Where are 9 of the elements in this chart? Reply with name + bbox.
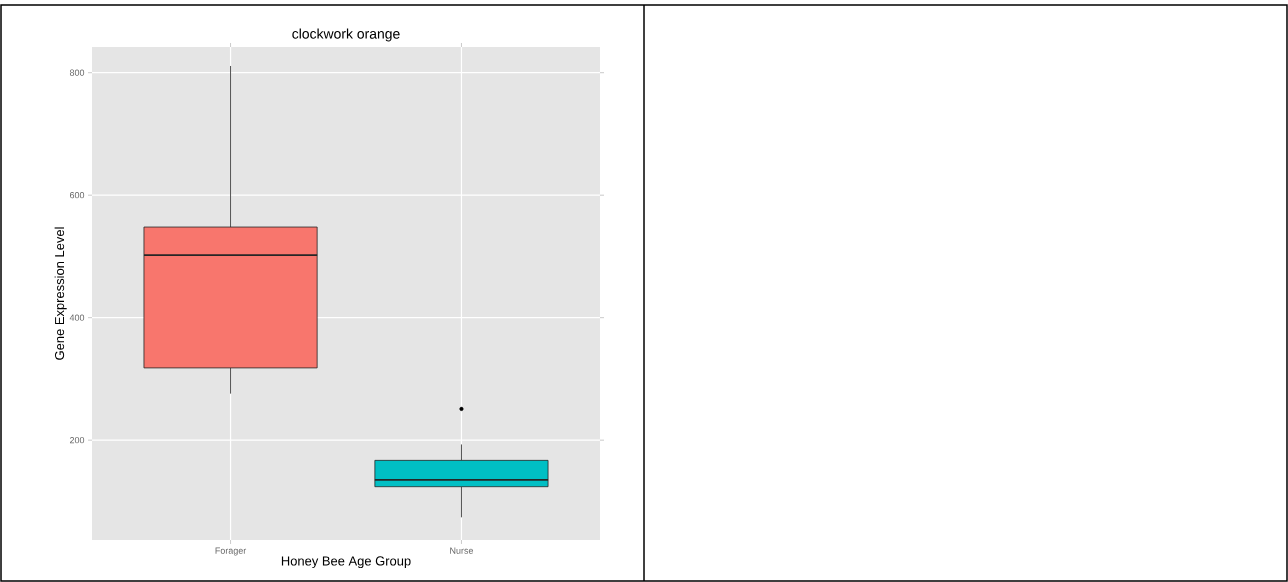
y-axis-title: Gene Expression Level [54, 227, 67, 360]
x-axis-title: Honey Bee Age Group [281, 556, 411, 569]
x-tick-label: Nurse [450, 547, 474, 554]
y-tick-label: 400 [69, 314, 85, 321]
x-tick-label: Forager [215, 547, 247, 556]
chart-title: clockwork orange [292, 28, 400, 42]
y-tick-label: 800 [69, 69, 85, 76]
y-tick-label: 200 [69, 436, 85, 444]
y-tick-label: 600 [69, 192, 85, 199]
